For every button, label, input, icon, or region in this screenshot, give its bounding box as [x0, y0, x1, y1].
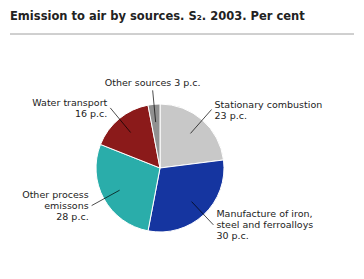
slice-label-line: Other process: [22, 189, 89, 200]
slice-label: Other processemissons28 p.c.: [22, 189, 89, 222]
pie: Stationary combustion23 p.c. Manufacture …: [22, 77, 322, 241]
pie-slice: [148, 104, 160, 168]
slice-label-line: Manufacture of iron,: [216, 208, 312, 219]
leader-line: [192, 202, 214, 225]
slice-label: Water transport16 p.c.: [32, 97, 107, 119]
slice-label-line: 28 p.c.: [56, 211, 88, 222]
leader-line: [110, 108, 130, 133]
slice-label-line: 16 p.c.: [75, 108, 107, 119]
leader-line: [153, 90, 156, 122]
title-rule: [10, 34, 354, 35]
slice-label-line: Other sources 3 p.c.: [105, 77, 201, 88]
slice-label-line: steel and ferroalloys: [216, 219, 313, 230]
slice-label-line: emissons: [44, 200, 88, 211]
slice-label-line: Stationary combustion: [215, 98, 323, 109]
slice-label: Other sources 3 p.c.: [105, 77, 201, 88]
slice-label: Stationary combustion23 p.c.: [215, 98, 323, 120]
slice-label-line: Water transport: [32, 97, 107, 108]
slice-label-line: 30 p.c.: [216, 230, 248, 241]
title: Emission to air by sources. S₂. 2003. Pe…: [10, 9, 305, 23]
slice-label-line: 23 p.c.: [215, 109, 247, 120]
chart: Emission to air by sources. S₂. 2003. Pe…: [0, 0, 364, 279]
leader-line: [92, 190, 120, 205]
slice-label: Manufacture of iron,steel and ferroalloy…: [216, 208, 313, 241]
leader-line: [190, 109, 211, 133]
